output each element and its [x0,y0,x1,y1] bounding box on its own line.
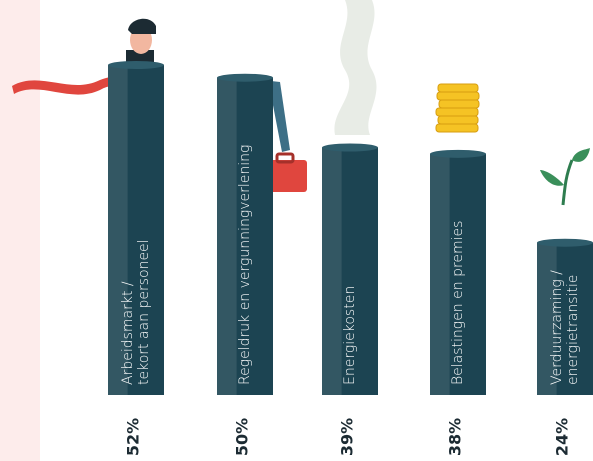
bar-top [217,73,273,82]
value-label: 52% [124,418,143,456]
value-label: 24% [553,418,572,456]
decorations [12,0,590,206]
category-label: tekort aan personeel [136,239,152,385]
bar [322,147,378,395]
bar [217,77,273,395]
category-label: Regeldruk en vergunningverlening [237,145,253,385]
side-strip [0,0,40,461]
bar-highlight [217,77,237,395]
value-label: 38% [446,418,465,456]
bar-highlight [108,65,128,395]
bar-top [430,149,486,158]
bar-highlight [430,153,450,395]
value-label: 50% [233,418,252,456]
bar-highlight [322,147,342,395]
value-label: 39% [338,418,357,456]
category-label: Belastingen en premies [450,221,466,385]
bar-top [537,238,593,247]
category-label: energietransitie [565,275,581,385]
bar [108,65,164,395]
category-label: Arbeidsmarkt / [120,281,136,385]
bar-top [108,61,164,69]
category-label: Energiekosten [342,286,358,385]
bar [537,242,593,395]
category-label: Verduurzaming / [549,270,565,385]
bar-top [322,143,378,152]
bar-highlight [537,242,557,395]
bar [430,153,486,395]
